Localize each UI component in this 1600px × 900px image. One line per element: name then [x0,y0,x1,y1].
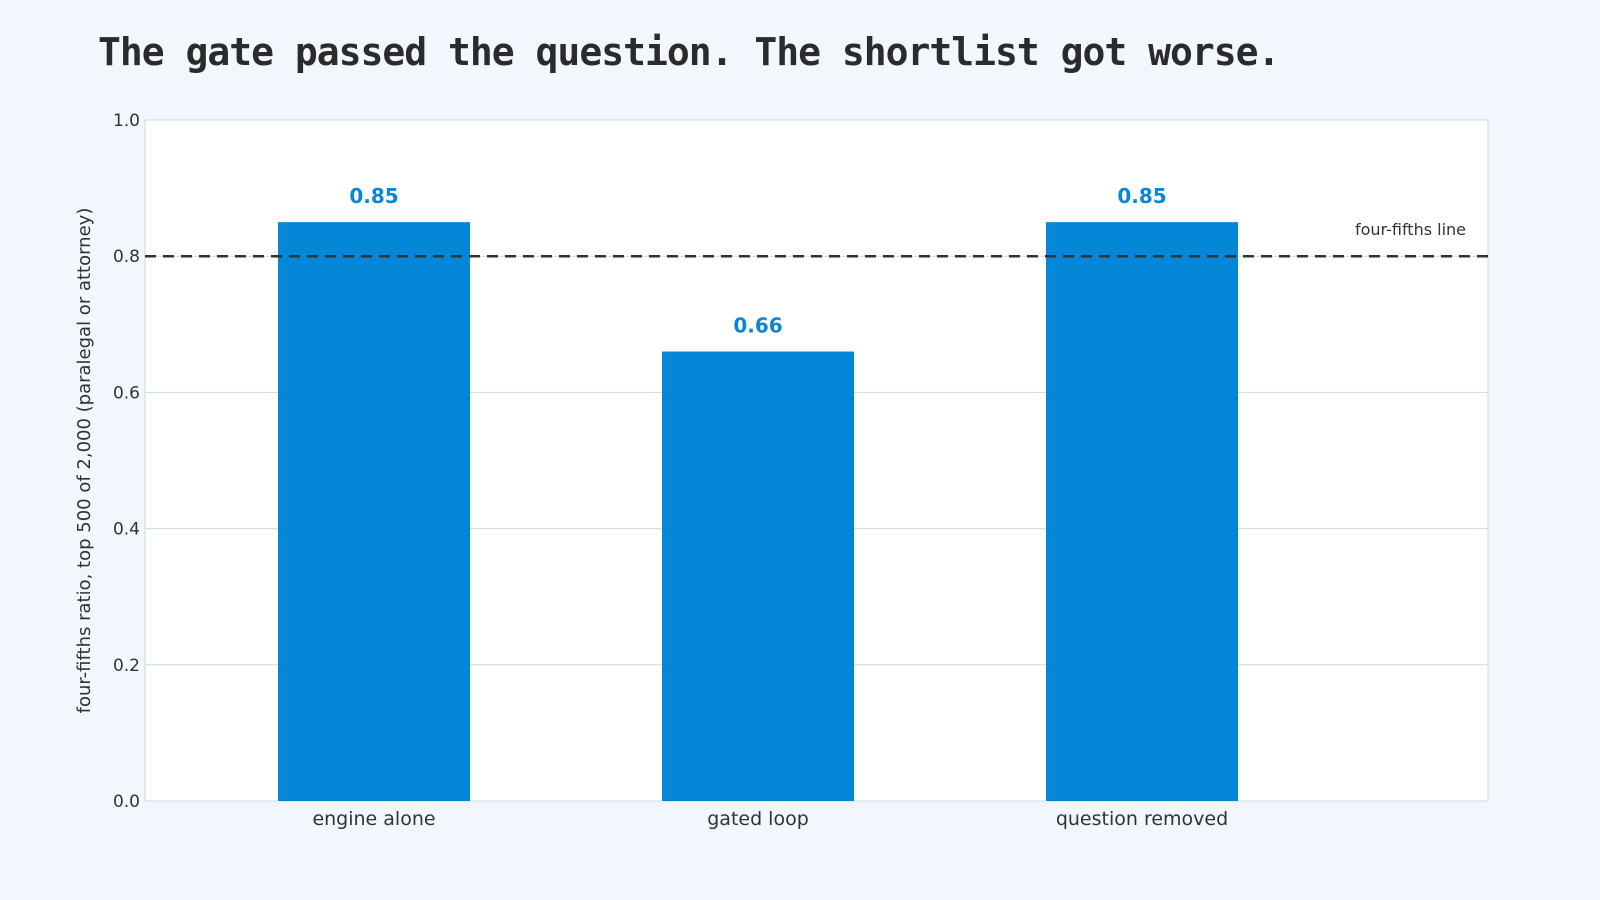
y-tick-label: 0.4 [113,520,140,540]
y-tick-label: 0.6 [113,383,140,403]
data-label: 0.85 [349,184,398,208]
bar-question-removed [1046,222,1238,801]
data-labels: 0.85 0.66 0.85 [349,184,1166,337]
bar-gated-loop [662,351,854,801]
data-label: 0.66 [733,314,782,338]
x-axis-ticks: engine alone gated loop question removed [312,808,1228,830]
x-tick-label: engine alone [312,808,435,830]
bar-engine-alone [278,222,470,801]
y-tick-label: 0.8 [113,247,140,267]
reference-line-label: four-fifths line [1355,220,1466,239]
y-axis-title: four-fifths ratio, top 500 of 2,000 (par… [74,208,95,714]
y-tick-label: 0.2 [113,656,140,676]
x-tick-label: question removed [1056,808,1228,830]
x-tick-label: gated loop [707,808,809,830]
y-axis-ticks: 0.0 0.2 0.4 0.6 0.8 1.0 [113,111,140,812]
chart-title: The gate passed the question. The shortl… [98,30,1280,74]
y-tick-label: 1.0 [113,111,140,131]
bars [278,222,1238,801]
data-label: 0.85 [1117,184,1166,208]
reference-line-group: four-fifths line [145,220,1488,258]
y-tick-label: 0.0 [113,792,140,812]
